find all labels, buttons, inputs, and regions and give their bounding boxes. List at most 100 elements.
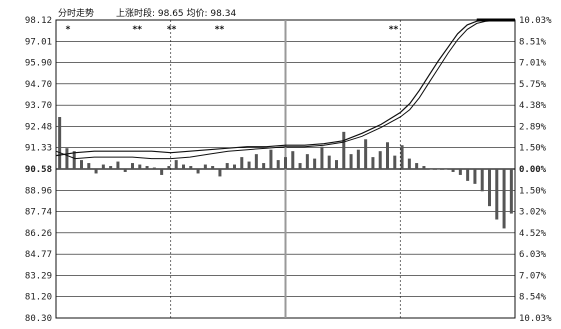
volume-bar [138,164,142,169]
volume-bar [211,166,215,169]
right-tick-label: 1.50% [519,186,547,196]
volume-bar [189,166,193,169]
volume-bar [305,154,309,169]
volume-bar [174,160,178,169]
volume-bar [509,169,513,214]
right-tick-label: 6.03% [519,250,547,260]
volume-bar [72,151,76,169]
volume-bar [65,148,69,169]
volume-bar [101,164,105,169]
volume-bar [495,169,499,220]
volume-bar [298,163,302,169]
volume-bar [393,155,397,169]
volume-bar [502,169,506,229]
volume-bar [451,169,455,172]
right-tick-label: 0.00% [519,165,547,175]
volume-bar [400,145,404,169]
right-tick-label: 5.75% [519,80,547,90]
left-tick-label: 98.12 [25,16,52,26]
left-tick-label: 91.33 [25,144,52,154]
volume-bar [218,169,222,177]
volume-bar [123,169,127,172]
volume-bar [349,154,353,169]
volume-bar [152,167,156,169]
right-tick-label: 3.02% [519,208,547,218]
volume-bar [196,169,200,174]
volume-bar [364,139,368,169]
star-marker: ** [133,25,143,35]
left-tick-label: 80.30 [25,314,52,324]
volume-bars [58,117,513,229]
volume-bar [327,155,331,169]
header-label: 分时走势 [58,7,94,19]
price-lines [55,18,516,160]
right-tick-label: 7.07% [519,271,547,281]
volume-bar [386,142,389,169]
volume-bar [58,117,62,169]
right-tick-label: 1.50% [519,144,547,154]
volume-bar [269,149,273,169]
right-tick-label: 7.01% [519,59,547,69]
volume-bar [378,151,382,169]
star-marker: ** [215,25,225,35]
header-stats: 上涨时段: 98.65 均价: 98.34 [116,7,236,19]
volume-bar [437,169,440,170]
volume-bar [473,169,477,184]
star-marker: ** [389,25,399,35]
right-percent-axis: 10.03% 8.51% 7.01% 5.75% 4.38% 2.89% 1.50% 0.00… [519,16,552,324]
right-tick-label: 2.89% [519,122,547,132]
left-tick-label: 92.48 [25,122,52,132]
left-tick-label: 94.70 [25,80,52,90]
volume-bar [458,169,462,175]
star-marker: * [66,25,71,35]
price-line [55,19,515,157]
right-tick-label: 8.54% [519,293,547,303]
left-tick-label: 88.96 [25,186,52,196]
volume-bar [291,151,295,169]
right-tick-label: 4.52% [519,229,547,239]
volume-bar [335,160,338,169]
volume-bar [116,161,120,169]
volume-bar [276,160,280,169]
volume-bar [313,158,317,169]
volume-bar [429,169,433,170]
volume-bar [131,163,134,169]
right-tick-label: 8.51% [519,37,547,47]
volume-bar [262,163,266,169]
volume-bar [225,163,229,169]
volume-bar [356,149,360,169]
volume-bar [240,157,244,169]
left-tick-label: 81.20 [25,293,52,303]
left-tick-label: 93.70 [25,101,52,111]
volume-bar [284,157,287,169]
left-price-axis: 98.12 97.01 95.90 94.70 93.70 92.48 91.33 90.58… [25,16,52,324]
volume-bar [488,169,491,207]
volume-bar [320,146,324,169]
right-tick-label: 10.03% [519,16,552,26]
right-tick-label: 4.38% [519,101,547,111]
left-tick-label: 95.90 [25,59,52,69]
volume-bar [87,163,91,169]
left-tick-label: 97.01 [25,37,52,47]
left-tick-label: 86.26 [25,229,52,239]
left-tick-label: 84.77 [25,250,52,260]
average-line [55,19,516,160]
volume-bar [415,163,419,169]
volume-bar [444,169,448,170]
volume-bar [160,169,164,175]
volume-bar [480,169,484,192]
right-tick-label: 10.03% [519,314,552,324]
volume-bar [182,164,185,169]
star-markers: * ** ** ** ** [66,25,399,35]
left-tick-label: 87.74 [25,208,52,218]
volume-bar [233,164,236,169]
volume-bar [422,166,426,169]
volume-bar [371,157,375,169]
volume-bar [109,166,113,169]
left-tick-label: 83.29 [25,271,52,281]
volume-bar [254,154,258,169]
volume-bar [342,131,346,169]
volume-bar [94,169,98,174]
volume-bar [145,166,149,169]
